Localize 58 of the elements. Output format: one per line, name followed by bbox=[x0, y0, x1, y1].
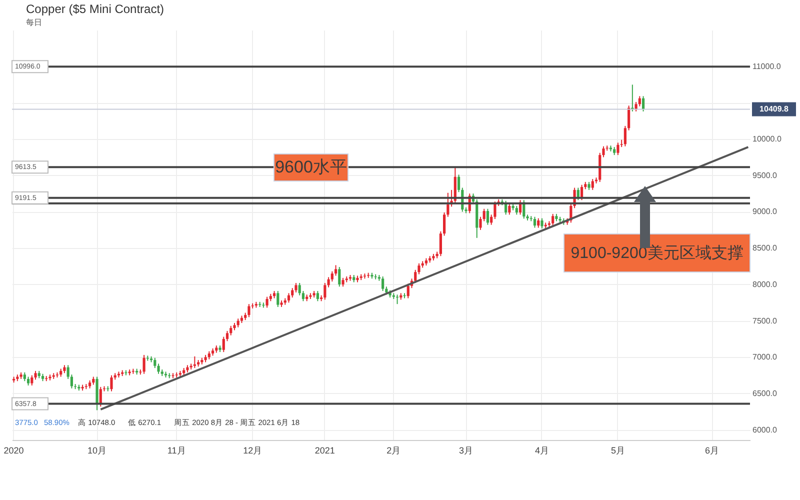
candlestick bbox=[628, 105, 630, 131]
candlestick bbox=[30, 374, 34, 386]
y-tick-label: 9500.0 bbox=[752, 170, 778, 180]
x-tick-label: 2020 bbox=[4, 446, 24, 456]
candlestick bbox=[193, 356, 196, 369]
candlestick bbox=[382, 276, 384, 292]
x-tick-label: 2021 bbox=[314, 446, 335, 456]
x-tick-label: 10月 bbox=[88, 446, 107, 456]
y-tick-label: 11000.0 bbox=[752, 62, 782, 71]
candlestick bbox=[638, 96, 641, 107]
candlestick bbox=[266, 296, 268, 308]
y-tick-label: 8500.0 bbox=[752, 244, 778, 253]
candlestick bbox=[154, 357, 156, 369]
candlestick bbox=[324, 282, 326, 300]
ref-line-label: 10409.8 bbox=[760, 104, 790, 114]
x-tick-label: 4月 bbox=[534, 446, 549, 456]
annotation: 9600水平 bbox=[275, 158, 347, 176]
candlestick bbox=[508, 203, 511, 216]
x-tick-label: 2月 bbox=[386, 446, 401, 456]
y-tick-label: 6000.0 bbox=[752, 425, 778, 434]
x-tick-label: 5月 bbox=[610, 446, 625, 456]
candlestick bbox=[276, 290, 280, 308]
candlestick bbox=[486, 208, 490, 226]
candlestick bbox=[591, 178, 594, 190]
candlestick bbox=[552, 213, 554, 226]
x-tick-label: 11月 bbox=[167, 446, 186, 456]
candlestick bbox=[248, 304, 250, 318]
y-tick-label: 9000.0 bbox=[752, 207, 778, 216]
candlestick bbox=[533, 216, 536, 228]
y-tick-label: 8000.0 bbox=[752, 280, 778, 289]
y-tick-label: 6500.0 bbox=[752, 388, 778, 398]
candlestick bbox=[330, 270, 334, 282]
candlestick bbox=[222, 336, 225, 353]
candlestick bbox=[616, 142, 620, 156]
annotation: 9100-9200美元区域支撑 bbox=[570, 244, 744, 262]
y-tick-label: 7500.0 bbox=[752, 316, 778, 326]
candlestick bbox=[316, 290, 319, 302]
candlestick bbox=[540, 218, 544, 229]
candlestick bbox=[406, 283, 410, 299]
candlestick bbox=[338, 266, 341, 288]
candlestick bbox=[642, 96, 645, 112]
candlestick bbox=[334, 264, 338, 276]
candlestick bbox=[418, 262, 420, 275]
candlestick bbox=[287, 292, 290, 304]
y-tick-label: 7000.0 bbox=[752, 352, 778, 362]
candlestick bbox=[291, 288, 294, 298]
candlestick bbox=[142, 354, 146, 374]
chart-subtitle: 每日 bbox=[26, 18, 42, 27]
chart-title: Copper ($5 Mini Contract) bbox=[26, 2, 164, 16]
candlestick bbox=[439, 230, 442, 257]
candlestick bbox=[624, 125, 626, 147]
x-tick-label: 12月 bbox=[243, 446, 262, 456]
candlestick bbox=[537, 218, 540, 228]
x-tick-label: 6月 bbox=[705, 446, 720, 456]
candlestick bbox=[110, 374, 113, 392]
x-tick-label: 3月 bbox=[459, 446, 474, 456]
candlestick bbox=[226, 330, 229, 342]
y-tick-label: 10000.0 bbox=[752, 134, 782, 144]
